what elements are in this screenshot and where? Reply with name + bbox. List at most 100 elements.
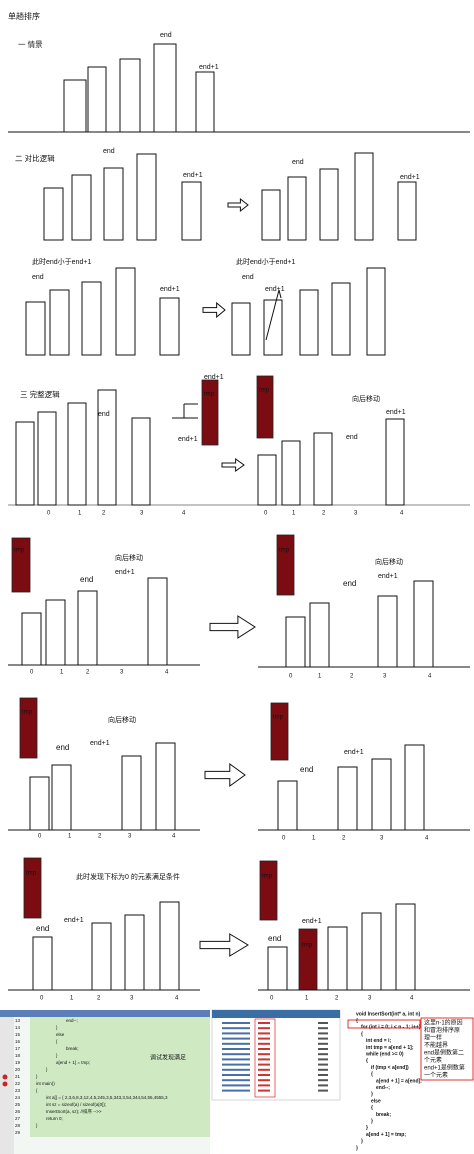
bar [159, 901, 180, 991]
watch-row [222, 1089, 250, 1092]
watch-row [222, 1074, 250, 1076]
index-label: 4 [182, 511, 186, 517]
code-line: int tmp = a[end + 1]; [366, 1045, 414, 1051]
bar [25, 301, 46, 356]
bar [159, 297, 180, 356]
bar [103, 167, 124, 241]
bar [121, 755, 142, 831]
code-line: { [356, 1018, 358, 1024]
code-line: } [356, 1145, 358, 1151]
index-label: 0 [289, 674, 293, 680]
annotation: 不能越界 [424, 1041, 448, 1049]
index-label: 4 [172, 834, 176, 840]
bar [67, 402, 87, 506]
bar [97, 389, 117, 506]
bar [119, 58, 141, 133]
code-line: } [361, 1139, 363, 1145]
arrow [202, 301, 226, 319]
watch-row [258, 1022, 270, 1024]
index-label: 1 [68, 834, 72, 840]
bar [281, 440, 301, 506]
bar [354, 152, 374, 241]
index-label: 2 [335, 996, 339, 1002]
index-label: 2 [97, 996, 101, 1002]
line-number: 16 [15, 1039, 21, 1044]
index-label: 4 [428, 674, 432, 680]
code-line: } [36, 1074, 38, 1079]
index-label: 2 [102, 511, 106, 517]
watch-row [258, 1058, 270, 1061]
bar [277, 780, 298, 831]
annotation: end是倒数第二 [424, 1049, 464, 1057]
watch-row [222, 1084, 250, 1087]
code-line: { [371, 1072, 373, 1078]
bar [385, 418, 405, 506]
code-line: } [56, 1053, 58, 1058]
watch-row [222, 1037, 250, 1040]
index-label: 0 [40, 996, 44, 1002]
index-label: 2 [98, 834, 102, 840]
code-line: a[end + 1] = tmp; [56, 1060, 90, 1065]
code-line: return 0; [46, 1116, 63, 1121]
tmp-box [11, 537, 31, 593]
bar [115, 267, 136, 356]
line-number: 26 [15, 1109, 21, 1114]
line-number: 28 [15, 1123, 21, 1128]
watch-row [318, 1079, 328, 1082]
bar [21, 612, 42, 666]
bar [71, 174, 92, 241]
label: end+1 [386, 409, 406, 416]
bar [361, 912, 382, 991]
bar [51, 764, 72, 831]
code-line: } [46, 1067, 48, 1072]
watch-row [222, 1032, 250, 1035]
watch-row [318, 1053, 328, 1056]
bar [49, 289, 70, 356]
label: tmp [273, 715, 284, 721]
code-line: { [371, 1105, 373, 1111]
bar [287, 176, 307, 241]
index-label: 0 [47, 511, 51, 517]
code-line: int end = i; [366, 1038, 391, 1044]
code-line: InsertSort(a, sz); //排序 -->> [46, 1108, 102, 1115]
label: end+1 [378, 573, 398, 580]
label: end [242, 274, 254, 281]
index-label: 2 [86, 670, 90, 676]
line-number: 29 [15, 1130, 21, 1135]
index-label: 4 [165, 670, 169, 676]
bar [366, 267, 386, 356]
bar [261, 189, 281, 241]
label: end+1 [115, 569, 135, 576]
ide-header [0, 1010, 210, 1017]
watch-row [258, 1089, 270, 1092]
code-line: else [56, 1032, 65, 1037]
bar [181, 181, 202, 241]
index-label: 2 [342, 836, 346, 842]
bar [87, 66, 107, 133]
line [265, 289, 280, 341]
bar [257, 454, 277, 506]
watch-row [318, 1063, 328, 1066]
bar [309, 602, 330, 668]
bar [231, 302, 251, 356]
annotation-box [420, 1017, 474, 1081]
bar [81, 281, 102, 356]
code-line: a[end + 1] = a[end]; [376, 1078, 422, 1084]
index-label: 3 [383, 674, 387, 680]
bar [285, 616, 306, 668]
tmp-box [259, 860, 278, 921]
bar [413, 580, 434, 668]
watch-row [318, 1084, 328, 1087]
arrow [209, 615, 256, 639]
bar [155, 742, 176, 831]
section-title: 三 完整逻辑 [20, 389, 60, 399]
arrow [199, 933, 249, 957]
label: tmp [259, 388, 270, 394]
label: end+1 [344, 749, 364, 756]
bar [319, 168, 339, 241]
bar [331, 282, 351, 356]
line-number: 23 [15, 1088, 21, 1093]
index-label: 3 [130, 996, 134, 1002]
bar [337, 766, 358, 831]
